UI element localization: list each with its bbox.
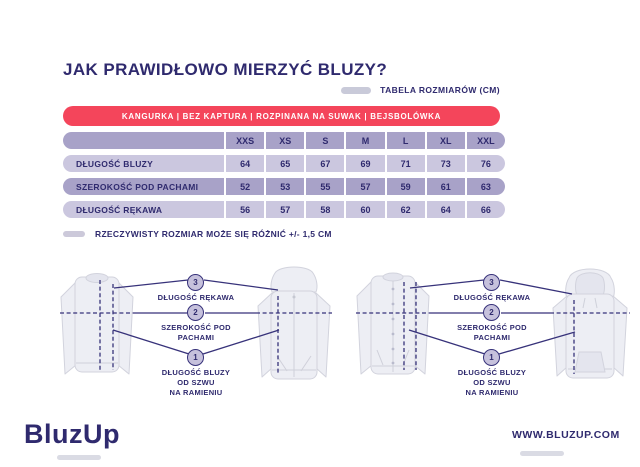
size-cell: 67 (306, 155, 345, 172)
baseball-jacket-illustration (356, 272, 430, 375)
size-cell: 69 (346, 155, 385, 172)
diagram-left-drawing (60, 266, 332, 380)
row-label: DŁUGOŚĆ BLUZY (63, 155, 224, 172)
marker-1-badge: 1 (483, 349, 500, 366)
measurement-diagram-right: 3 DŁUGOŚĆ RĘKAWA 2 SZEROKOŚĆ POD PACHAMI… (352, 262, 632, 409)
note-text: RZECZYWISTY ROZMIAR MOŻE SIĘ RÓŻNIĆ +/- … (95, 229, 332, 239)
marker-1-label: DŁUGOŚĆ BLUZY OD SZWU NA RAMIENIU (457, 368, 527, 398)
brand-logo: BluzUp (24, 419, 120, 449)
row-label: DŁUGOŚĆ RĘKAWA (63, 201, 224, 218)
marker-1-badge: 1 (187, 349, 204, 366)
table-caption: TABELA ROZMIARÓW (CM) (380, 85, 500, 95)
marker-2-label: SZEROKOŚĆ POD PACHAMI (161, 323, 231, 343)
header-cell: L (386, 132, 425, 149)
size-cell: 61 (426, 178, 465, 195)
logo-underline-decoration (57, 455, 101, 460)
header-cell: XXL (466, 132, 505, 149)
marker-2-badge: 2 (483, 304, 500, 321)
table-caption-row: TABELA ROZMIARÓW (CM) (63, 85, 500, 95)
pullover-hoodie-illustration (552, 268, 628, 379)
category-banner: KANGURKA | BEZ KAPTURA | ROZPINANA NA SU… (63, 106, 500, 126)
marker-2-badge: 2 (187, 304, 204, 321)
measurement-lines (60, 279, 332, 374)
measure-tape-icon (341, 86, 372, 94)
size-cell: 64 (426, 201, 465, 218)
size-cell: 71 (386, 155, 425, 172)
size-cell: 53 (266, 178, 305, 195)
size-cell: 59 (386, 178, 425, 195)
header-cell: M (346, 132, 385, 149)
size-cell: 55 (306, 178, 345, 195)
header-cell: XL (426, 132, 465, 149)
size-table: XXS XS S M L XL XXL DŁUGOŚĆ BLUZY 64 65 … (63, 132, 505, 218)
zip-hoodie-illustration (257, 266, 331, 380)
marker-2-label: SZEROKOŚĆ POD PACHAMI (457, 323, 527, 343)
measurement-lines (356, 279, 630, 374)
size-cell: 63 (466, 178, 505, 195)
crewneck-sweatshirt-illustration (60, 273, 134, 375)
website-link[interactable]: WWW.BLUZUP.COM (512, 429, 620, 441)
marker-3-label: DŁUGOŚĆ RĘKAWA (157, 293, 235, 302)
header-empty-cell (63, 132, 224, 149)
website-underline-decoration (520, 451, 564, 456)
size-cell: 58 (306, 201, 345, 218)
size-cell: 65 (266, 155, 305, 172)
size-cell: 60 (346, 201, 385, 218)
page-title: JAK PRAWIDŁOWO MIERZYĆ BLUZY? (63, 60, 388, 79)
marker-3-label: DŁUGOŚĆ RĘKAWA (453, 293, 531, 302)
marker-3-badge: 3 (483, 274, 500, 291)
note-pill-icon (63, 231, 85, 237)
size-cell: 52 (226, 178, 265, 195)
measurement-diagram-left: 3 DŁUGOŚĆ RĘKAWA 2 SZEROKOŚĆ POD PACHAMI… (56, 262, 336, 409)
header-cell: XS (266, 132, 305, 149)
size-cell: 64 (226, 155, 265, 172)
size-cell: 57 (346, 178, 385, 195)
marker-1-label: DŁUGOŚĆ BLUZY OD SZWU NA RAMIENIU (161, 368, 231, 398)
tolerance-note: RZECZYWISTY ROZMIAR MOŻE SIĘ RÓŻNIĆ +/- … (63, 229, 332, 239)
table-row: DŁUGOŚĆ RĘKAWA 56 57 58 60 62 64 66 (63, 201, 505, 218)
row-label: SZEROKOŚĆ POD PACHAMI (63, 178, 224, 195)
table-row: SZEROKOŚĆ POD PACHAMI 52 53 55 57 59 61 … (63, 178, 505, 195)
size-cell: 57 (266, 201, 305, 218)
size-cell: 66 (466, 201, 505, 218)
diagram-right-drawing (356, 268, 630, 379)
table-row: DŁUGOŚĆ BLUZY 64 65 67 69 71 73 76 (63, 155, 505, 172)
header-cell: XXS (226, 132, 265, 149)
header-cell: S (306, 132, 345, 149)
size-cell: 62 (386, 201, 425, 218)
size-cell: 76 (466, 155, 505, 172)
marker-3-badge: 3 (187, 274, 204, 291)
size-cell: 56 (226, 201, 265, 218)
table-header-row: XXS XS S M L XL XXL (63, 132, 505, 149)
size-cell: 73 (426, 155, 465, 172)
